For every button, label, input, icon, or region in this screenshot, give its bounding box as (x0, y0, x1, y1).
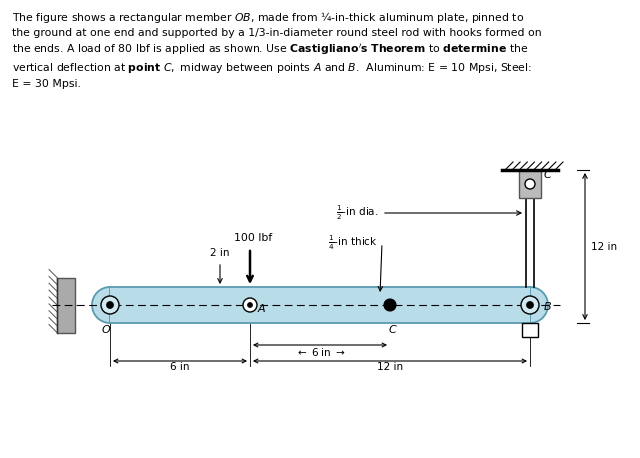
Circle shape (106, 301, 113, 309)
Text: O: O (102, 325, 110, 335)
Wedge shape (92, 287, 110, 323)
Text: $\frac{1}{4}$-in thick: $\frac{1}{4}$-in thick (328, 234, 378, 252)
Bar (57, 278, 75, 333)
Text: 6 in: 6 in (170, 362, 189, 372)
Text: 100 lbf: 100 lbf (234, 233, 272, 243)
Wedge shape (530, 287, 548, 323)
Circle shape (384, 299, 396, 311)
Text: 12 in: 12 in (377, 362, 403, 372)
Text: B: B (544, 302, 552, 312)
Text: $\leftarrow$ 6 in $\rightarrow$: $\leftarrow$ 6 in $\rightarrow$ (294, 346, 346, 358)
Text: $\frac{1}{2}$-in dia.: $\frac{1}{2}$-in dia. (335, 204, 378, 222)
Text: C: C (388, 325, 396, 335)
FancyBboxPatch shape (522, 323, 538, 337)
Circle shape (527, 301, 534, 309)
Text: C: C (544, 170, 552, 180)
Text: The figure shows a rectangular member $\it{OB}$, made from ¼-in-thick aluminum p: The figure shows a rectangular member $\… (12, 10, 541, 89)
Bar (519, 170, 541, 198)
Bar (110, 287, 530, 323)
Text: 12 in: 12 in (591, 241, 617, 251)
Circle shape (243, 298, 257, 312)
Text: 2 in: 2 in (211, 248, 230, 258)
Circle shape (525, 179, 535, 189)
Circle shape (248, 302, 253, 307)
Circle shape (101, 296, 119, 314)
Circle shape (521, 296, 539, 314)
Text: A: A (258, 304, 266, 314)
